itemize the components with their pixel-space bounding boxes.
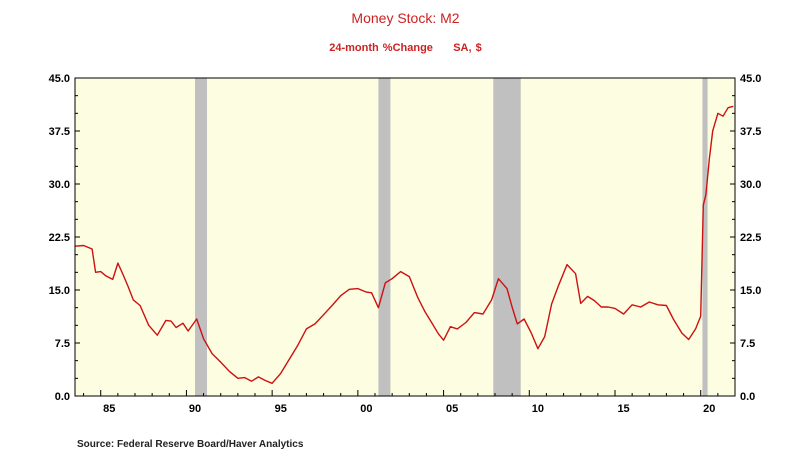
x-tick-label: 05 [446,403,458,415]
x-tick-label: 15 [617,403,629,415]
x-tick-label: 95 [275,403,287,415]
y-tick-label-left: 15.0 [49,285,70,297]
y-tick-label-left: 45.0 [49,73,70,85]
recession-shading [195,78,708,396]
y-axis: 0.0 0.0 7.5 7.5 15.0 15.0 22.5 22.5 30.0 30.0 37.5… [49,73,762,403]
source-note: Source: Federal Reserve Board/Haver Anal… [77,439,304,450]
x-tick-label: 20 [703,403,715,415]
y-tick-label-right: 7.5 [740,338,755,350]
x-tick-label: 85 [103,403,115,415]
y-tick-label-left: 7.5 [55,338,70,350]
y-tick-label-right: 15.0 [740,285,761,297]
recession-band-0 [195,78,207,396]
y-tick-label-left: 37.5 [49,126,70,138]
subtitle-measure: 24-month %Change [329,42,433,54]
x-tick-label: 90 [189,403,201,415]
recession-band-3 [702,78,708,396]
subtitle-units: SA, $ [453,42,482,54]
y-tick-label-left: 22.5 [49,232,70,244]
series-layer [74,105,734,384]
x-tick-label: 10 [532,403,544,415]
x-tick-label: 00 [360,403,372,415]
y-tick-label-right: 45.0 [740,73,761,85]
y-tick-label-right: 37.5 [740,126,761,138]
x-axis: 85 90 95 00 05 10 15 20 [83,390,736,415]
chart-title: Money Stock: M2 [351,10,460,26]
y-tick-label-right: 30.0 [740,179,761,191]
series-line-0 [74,105,734,384]
y-tick-label-right: 22.5 [740,232,761,244]
chart-subtitle: 24-month %Change SA, $ [0,42,811,54]
y-tick-label-left: 30.0 [49,179,70,191]
plot-area [75,78,735,396]
recession-band-1 [378,78,391,396]
y-tick-label-right: 0.0 [740,391,755,403]
y-tick-label-left: 0.0 [55,391,70,403]
recession-band-2 [493,78,521,396]
